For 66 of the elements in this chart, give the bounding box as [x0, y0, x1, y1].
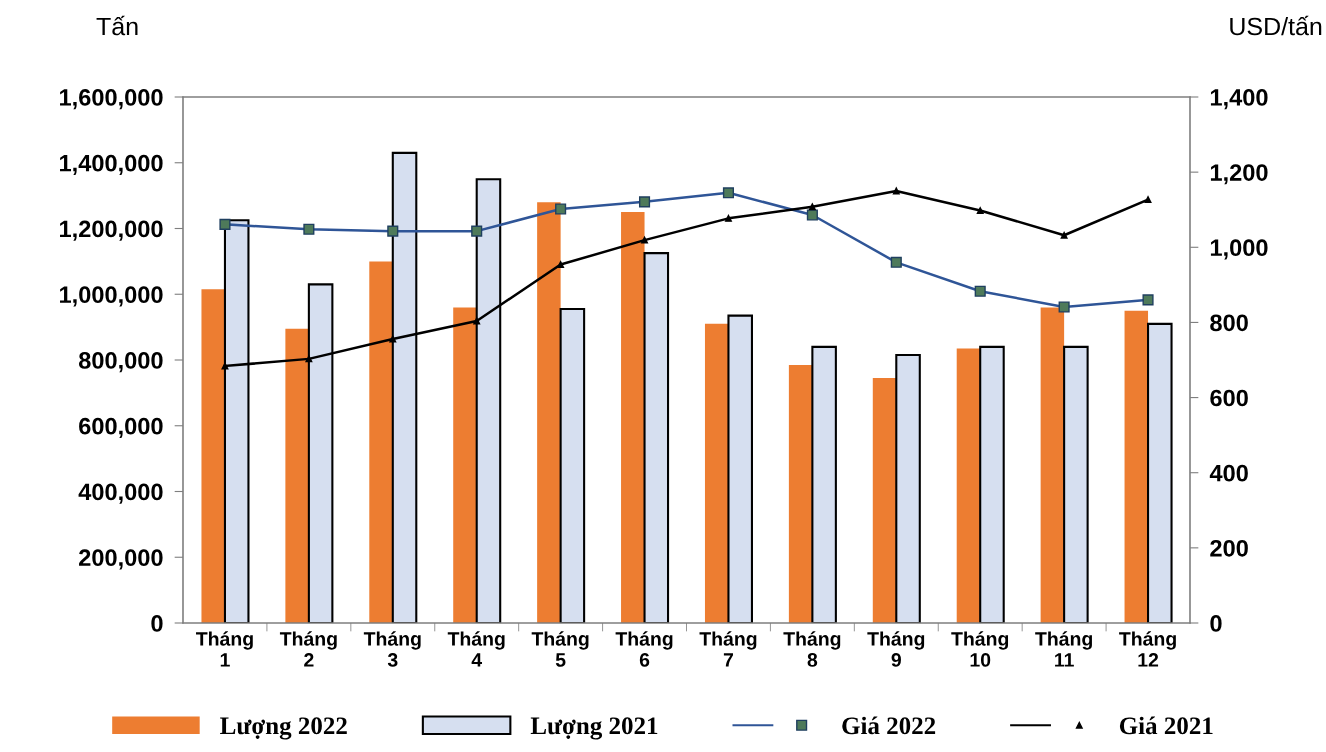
y-tick-label: 800,000 [78, 352, 163, 373]
x-tick-label: Tháng 3 [363, 631, 421, 667]
legend-label: Giá 2021 [1119, 716, 1213, 735]
y2-axis-title: USD/tấn [1230, 15, 1322, 36]
bar [1063, 345, 1089, 623]
bar [1147, 322, 1173, 623]
bar [811, 345, 837, 623]
bar [788, 364, 813, 623]
bar [369, 261, 393, 623]
bar [872, 378, 897, 623]
bar [643, 252, 670, 623]
y-tick-label: 1,600,000 [60, 89, 163, 110]
y2-tick-label: 600 [1210, 389, 1248, 407]
point [389, 335, 397, 343]
legend-label: Giá 2022 [842, 716, 936, 735]
bar [1124, 310, 1149, 623]
legend-label: Lượng 2021 [530, 717, 658, 740]
bar [979, 345, 1005, 623]
x-tick-label: Tháng 6 [615, 631, 673, 667]
bar [201, 289, 225, 623]
y-tick-label: 1,000,000 [60, 286, 163, 307]
y2-tick-label: 1,200 [1210, 164, 1268, 185]
point [305, 355, 313, 363]
y-axis-title: Tấn [96, 15, 138, 36]
bar [621, 212, 645, 623]
bar [559, 308, 586, 623]
y2-tick-label: 1,400 [1210, 89, 1268, 110]
x-tick-label: Tháng 11 [1035, 631, 1092, 667]
bar [956, 348, 981, 623]
y-tick-label: 1,200,000 [60, 220, 163, 241]
x-tick-label: Tháng 12 [1119, 631, 1176, 667]
point [892, 187, 900, 195]
x-tick-label: Tháng 2 [279, 631, 337, 667]
y-tick-label: 1,400,000 [60, 154, 163, 175]
x-tick-label: Tháng 1 [196, 631, 253, 667]
x-tick-label: Tháng 7 [699, 631, 757, 667]
y-tick-label: 0 [151, 615, 163, 632]
y2-tick-label: 0 [1210, 615, 1222, 632]
point [808, 203, 816, 211]
bar [453, 307, 477, 623]
x-tick-label: Tháng 5 [531, 631, 589, 667]
point [1144, 196, 1152, 204]
y-tick-label: 200,000 [79, 549, 163, 570]
x-tick-label: Tháng 4 [447, 631, 505, 667]
point [724, 214, 732, 222]
y-tick-label: 600,000 [79, 417, 163, 438]
x-tick-label: Tháng 9 [867, 631, 925, 667]
legend-label: Lượng 2022 [220, 717, 347, 740]
point [1060, 231, 1068, 239]
point [641, 236, 649, 244]
point [557, 261, 565, 269]
x-tick-label: Tháng 10 [951, 631, 1009, 667]
bar [1040, 307, 1065, 623]
bar [285, 328, 309, 623]
y2-tick-label: 1,000 [1210, 239, 1268, 260]
bar [727, 314, 753, 623]
bar [895, 354, 921, 623]
point [473, 317, 481, 325]
point [976, 206, 984, 214]
y2-tick-label: 200 [1210, 539, 1248, 557]
x-tick-label: Tháng 8 [783, 631, 841, 667]
bar [537, 202, 561, 623]
bar [704, 323, 729, 623]
y-tick-label: 400,000 [78, 483, 163, 504]
y2-tick-label: 800 [1210, 314, 1248, 332]
y2-tick-label: 400 [1209, 464, 1248, 482]
